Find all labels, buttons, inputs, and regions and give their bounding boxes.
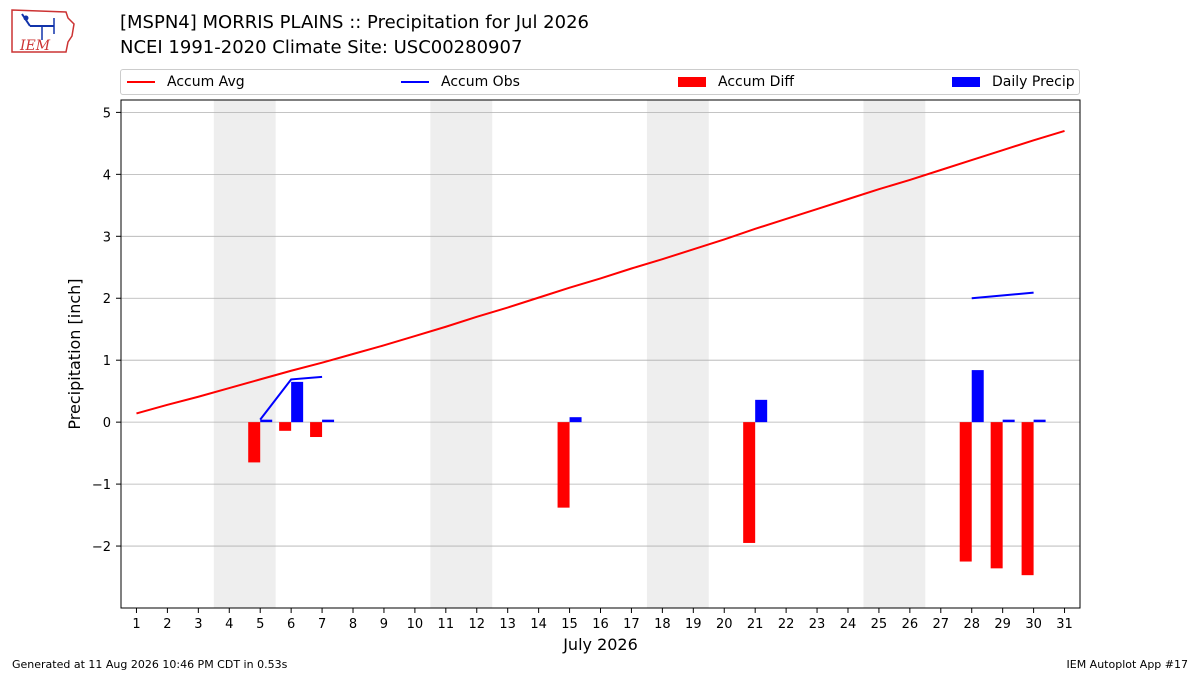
- iem-logo-graphic: IEM: [11, 9, 75, 54]
- iem-logo: IEM: [8, 6, 78, 58]
- bar-daily-precip-30: [1033, 419, 1046, 423]
- x-tick-label-3: 3: [194, 617, 202, 632]
- generated-timestamp: Generated at 11 Aug 2026 10:46 PM CDT in…: [12, 658, 288, 671]
- x-tick-label-26: 26: [902, 617, 919, 632]
- y-tick-label-3: 1: [103, 354, 111, 369]
- app-credit: IEM Autoplot App #17: [1066, 658, 1189, 671]
- x-tick-label-31: 31: [1056, 617, 1073, 632]
- x-tick-label-4: 4: [225, 617, 233, 632]
- weekend-shade-2: [646, 100, 709, 608]
- x-tick-label-12: 12: [468, 617, 485, 632]
- x-tick-label-1: 1: [132, 617, 140, 632]
- x-tick-label-7: 7: [318, 617, 326, 632]
- legend-label-accum-avg: Accum Avg: [167, 74, 245, 90]
- y-tick-label-7: 5: [103, 106, 111, 121]
- y-axis-label: Precipitation [inch]: [65, 278, 84, 429]
- x-tick-label-24: 24: [840, 617, 857, 632]
- y-tick-label-6: 4: [103, 168, 111, 183]
- bar-accum-diff-28: [959, 422, 972, 562]
- weekend-shade-0: [213, 100, 276, 608]
- bar-daily-precip-5: [260, 419, 273, 423]
- legend-item-accum-diff: Accum Diff: [678, 70, 794, 94]
- x-tick-label-6: 6: [287, 617, 295, 632]
- weekend-shade-1: [430, 100, 493, 608]
- legend-label-accum-obs: Accum Obs: [441, 74, 520, 90]
- x-tick-label-14: 14: [530, 617, 547, 632]
- x-tick-label-25: 25: [871, 617, 888, 632]
- bar-daily-precip-15: [569, 417, 582, 423]
- x-axis-label: July 2026: [562, 635, 638, 654]
- x-tick-label-16: 16: [592, 617, 609, 632]
- x-tick-label-20: 20: [716, 617, 733, 632]
- x-tick-label-13: 13: [499, 617, 516, 632]
- bar-daily-precip-29: [1002, 419, 1015, 423]
- bar-daily-precip-28: [971, 370, 984, 423]
- line-accum-obs-0: [259, 375, 323, 421]
- x-tick-label-27: 27: [933, 617, 950, 632]
- legend-item-accum-avg: Accum Avg: [127, 70, 245, 94]
- legend-swatch-accum-diff: [678, 77, 706, 87]
- x-tick-label-17: 17: [623, 617, 640, 632]
- bar-accum-diff-30: [1021, 422, 1034, 576]
- bar-accum-diff-15: [557, 422, 570, 508]
- x-tick-label-2: 2: [163, 617, 171, 632]
- x-tick-label-11: 11: [438, 617, 455, 632]
- x-tick-label-9: 9: [380, 617, 388, 632]
- x-tick-label-23: 23: [809, 617, 826, 632]
- legend-item-daily-precip: Daily Precip: [952, 70, 1075, 94]
- bar-accum-diff-7: [310, 422, 323, 438]
- bar-daily-precip-6: [291, 381, 304, 423]
- x-tick-label-29: 29: [994, 617, 1011, 632]
- line-accum-obs-1: [971, 291, 1034, 300]
- bar-daily-precip-7: [322, 419, 335, 423]
- line-accum-avg: [136, 130, 1065, 415]
- y-tick-label-5: 3: [103, 230, 111, 245]
- y-tick-label-0: −2: [92, 540, 111, 555]
- legend-swatch-daily-precip: [952, 77, 980, 87]
- bar-accum-diff-29: [990, 422, 1003, 569]
- bar-daily-precip-21: [755, 399, 768, 423]
- x-tick-label-15: 15: [561, 617, 578, 632]
- x-tick-label-30: 30: [1025, 617, 1042, 632]
- bar-accum-diff-21: [743, 422, 756, 543]
- x-tick-label-19: 19: [685, 617, 702, 632]
- y-tick-label-2: 0: [103, 416, 111, 431]
- x-tick-label-5: 5: [256, 617, 264, 632]
- legend-swatch-accum-obs: [401, 81, 429, 83]
- bar-accum-diff-6: [279, 422, 292, 431]
- y-tick-label-4: 2: [103, 292, 111, 307]
- legend-label-accum-diff: Accum Diff: [718, 74, 795, 90]
- y-tick-label-1: −1: [92, 478, 111, 493]
- x-tick-label-22: 22: [778, 617, 795, 632]
- chart-title: [MSPN4] MORRIS PLAINS :: Precipitation f…: [120, 12, 589, 33]
- legend-label-daily-precip: Daily Precip: [992, 74, 1075, 90]
- x-tick-label-18: 18: [654, 617, 671, 632]
- bar-accum-diff-5: [248, 422, 261, 463]
- x-tick-label-10: 10: [407, 617, 424, 632]
- logo-text: IEM: [19, 38, 51, 54]
- legend-swatch-accum-avg: [127, 81, 155, 83]
- chart-subtitle: NCEI 1991-2020 Climate Site: USC00280907: [120, 37, 523, 58]
- legend-item-accum-obs: Accum Obs: [401, 70, 520, 94]
- weekend-shade-3: [863, 100, 926, 608]
- x-tick-label-8: 8: [349, 617, 357, 632]
- x-tick-label-21: 21: [747, 617, 764, 632]
- chart-legend: Accum Avg Accum Obs Accum Diff Daily Pre…: [120, 69, 1080, 95]
- x-tick-label-28: 28: [963, 617, 980, 632]
